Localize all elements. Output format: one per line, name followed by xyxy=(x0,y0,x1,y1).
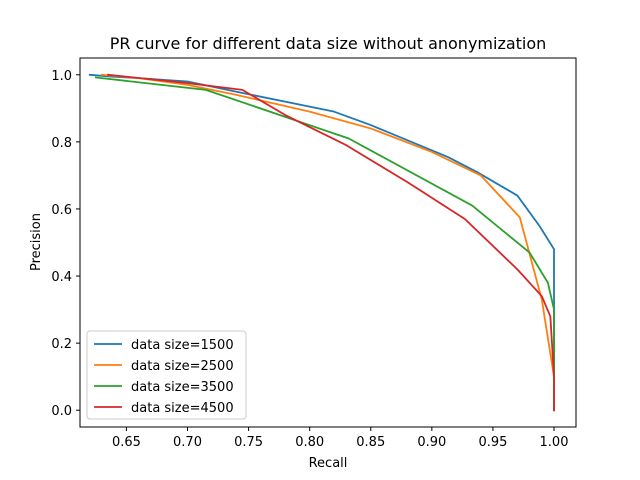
plot-frame xyxy=(79,57,577,428)
series-line-2 xyxy=(101,73,555,412)
y-tick-label: 1.0 xyxy=(51,69,72,84)
legend-label-4: data size=4500 xyxy=(131,401,234,416)
x-axis-label: Recall xyxy=(309,456,348,471)
x-tick-label: 1.00 xyxy=(540,435,569,450)
legend-label-3: data size=3500 xyxy=(131,380,234,395)
y-tick-label: 0.4 xyxy=(51,270,72,285)
y-axis-label: Precision xyxy=(29,213,44,271)
y-tick-label: 0.2 xyxy=(51,337,72,352)
x-tick-label: 0.75 xyxy=(234,435,263,450)
x-axis-ticks: 0.65 0.70 0.75 0.80 0.85 0.90 0.95 1.00 xyxy=(112,427,569,450)
legend-entries: data size=1500 data size=2500 data size=35… xyxy=(94,338,234,416)
x-tick-label: 0.70 xyxy=(173,435,202,450)
y-tick-label: 0.0 xyxy=(51,404,72,419)
plot-lines xyxy=(88,73,555,412)
series-line-3 xyxy=(94,76,555,412)
legend-box xyxy=(86,330,247,420)
legend-label-2: data size=2500 xyxy=(131,359,234,374)
y-tick-label: 0.8 xyxy=(51,136,72,151)
chart-title: PR curve for different data size without… xyxy=(110,34,547,53)
legend: data size=1500 data size=2500 data size=35… xyxy=(86,330,247,420)
x-tick-label: 0.85 xyxy=(356,435,385,450)
y-tick-label: 0.6 xyxy=(51,203,72,218)
x-tick-label: 0.95 xyxy=(478,435,507,450)
x-tick-label: 0.90 xyxy=(417,435,446,450)
x-tick-label: 0.65 xyxy=(112,435,141,450)
y-axis-ticks: 0.0 0.2 0.4 0.6 0.8 1.0 xyxy=(51,69,80,419)
series-line-4 xyxy=(107,73,555,412)
legend-label-1: data size=1500 xyxy=(131,338,234,353)
x-tick-label: 0.80 xyxy=(295,435,324,450)
